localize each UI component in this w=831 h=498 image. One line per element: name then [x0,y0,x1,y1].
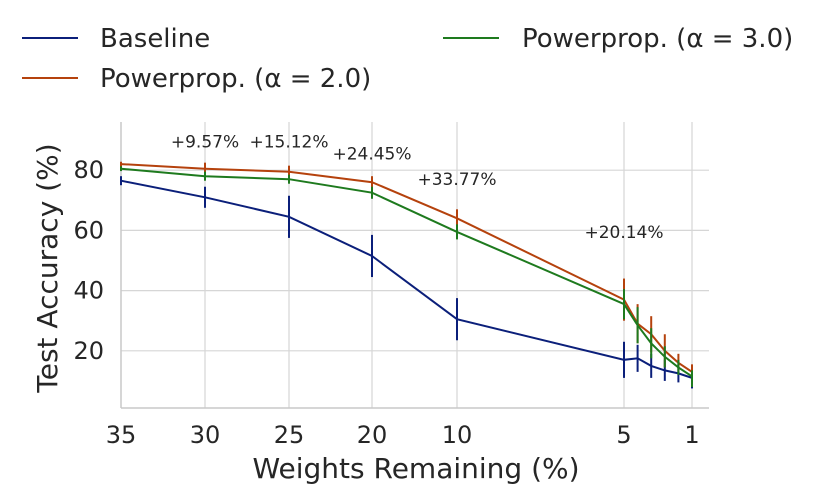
x-tick-label: 5 [616,421,631,449]
series-group [120,161,693,389]
legend-label-powerprop-2: Powerprop. (α = 2.0) [100,64,371,94]
y-tick-label: 20 [73,337,104,365]
x-tick-label: 1 [684,421,699,449]
improvement-annotation: +20.14% [584,223,663,243]
legend-label-baseline: Baseline [100,24,210,54]
x-tick-label: 20 [357,421,388,449]
x-tick-label: 10 [442,421,473,449]
x-tick-label: 35 [106,421,137,449]
legend-label-powerprop-3: Powerprop. (α = 3.0) [522,24,793,54]
y-axis-label: Test Accuracy (%) [31,143,64,393]
axes [120,122,709,409]
series-line [120,179,693,383]
tick-labels: 35 30 25 20 10 5 1 20 40 60 80 [73,156,699,449]
improvement-annotation: +9.57% [171,133,239,153]
grid [120,122,709,408]
series-line [120,163,693,381]
x-tick-label: 30 [190,421,221,449]
improvement-annotation: +24.45% [332,145,411,165]
series-1 [120,161,693,386]
annotations: +9.57% +15.12%+24.45% +33.77% +20.14% [171,133,664,243]
series-2 [120,166,693,387]
y-tick-label: 60 [73,216,104,244]
improvement-annotation: +33.77% [417,170,496,190]
x-tick-label: 25 [274,421,305,449]
y-tick-label: 80 [73,156,104,184]
legend: Baseline Powerprop. (α = 2.0) Powerprop.… [22,24,793,94]
y-tick-label: 40 [73,277,104,305]
improvement-annotation: +15.12% [249,133,328,153]
x-axis-label: Weights Remaining (%) [252,452,579,485]
